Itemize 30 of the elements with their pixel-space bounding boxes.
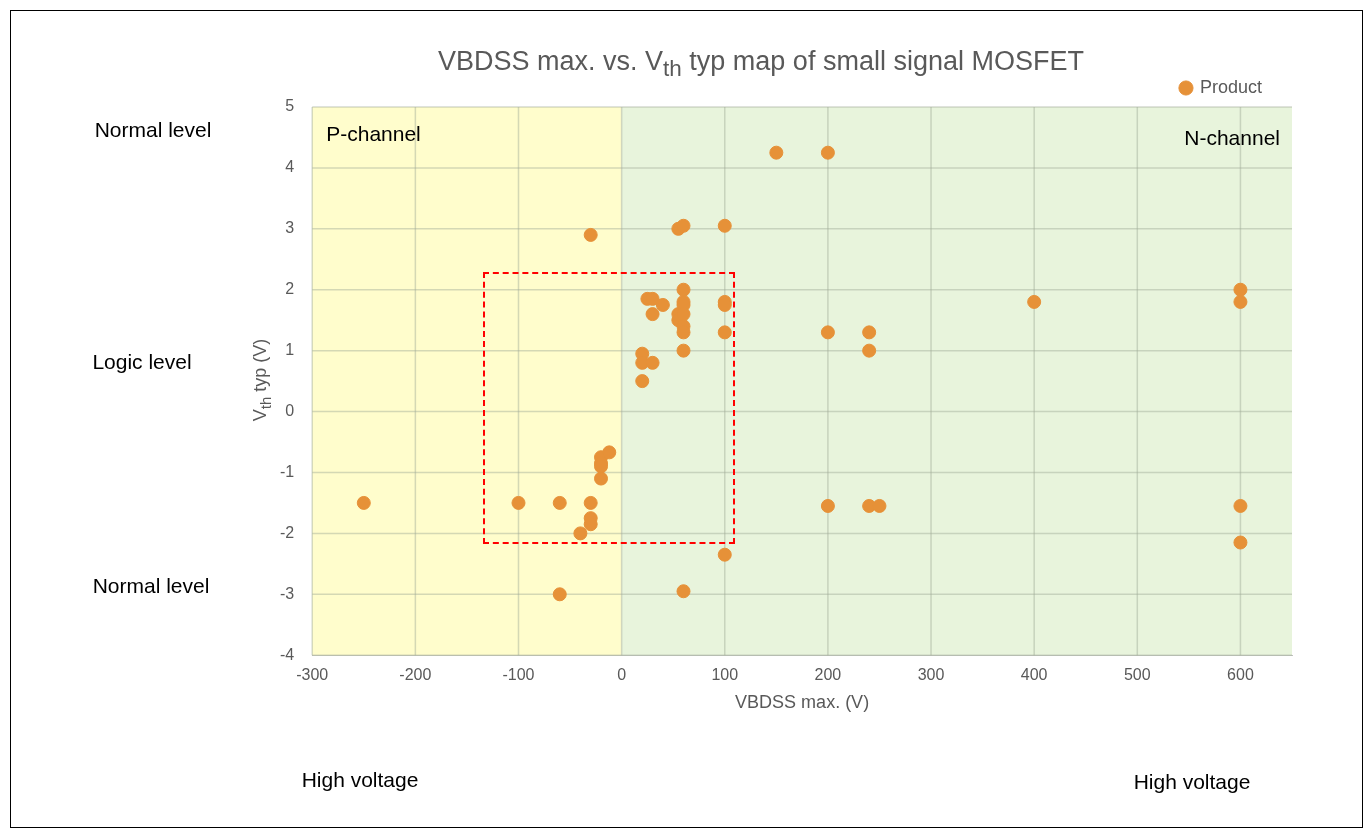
x-tick-label: 400	[1020, 666, 1048, 684]
y-tick-label: 5	[285, 97, 295, 115]
text: High voltage	[301, 768, 419, 792]
text: Logic level	[92, 350, 192, 374]
band-label: P-channel	[326, 122, 421, 146]
x-tick-label: 600	[1227, 666, 1254, 684]
band-label: N-channel	[1184, 126, 1280, 150]
text: Normal level	[92, 574, 210, 598]
text: High voltage	[1133, 770, 1251, 794]
x-tick-label: 500	[1123, 666, 1151, 684]
x-tick-label: 0	[617, 666, 627, 684]
x-tick-label: 100	[711, 666, 739, 684]
y-tick-label: -3	[279, 584, 295, 602]
y-tick-label: 3	[285, 219, 295, 237]
x-tick-label: 200	[814, 666, 842, 684]
y-tick-label: 1	[285, 341, 295, 359]
y-tick-label: 2	[285, 280, 295, 298]
text: Normal level	[94, 118, 212, 142]
x-tick-label: 300	[917, 666, 945, 684]
x-tick-label: -200	[399, 666, 432, 684]
y-tick-label: -4	[279, 645, 295, 663]
y-tick-label: 0	[285, 401, 295, 419]
y-tick-label: -2	[279, 523, 295, 541]
x-tick-label: -300	[296, 666, 329, 684]
x-axis-title: VBDSS max. (V)	[735, 692, 870, 713]
y-tick-label: 4	[285, 158, 295, 176]
x-tick-label: -100	[502, 666, 535, 684]
chart-title: VBDSS max. vs. V$_{th}$ typ map of small signal MOSFET	[438, 46, 1084, 83]
legend-label: Product	[1199, 76, 1263, 97]
y-tick-label: -1	[279, 462, 295, 480]
